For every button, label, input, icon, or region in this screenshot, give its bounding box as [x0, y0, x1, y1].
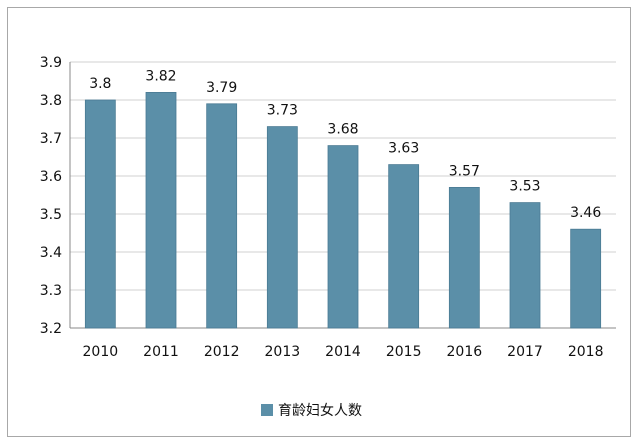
- legend: 育龄妇女人数: [261, 402, 362, 419]
- x-tick-label: 2016: [447, 344, 483, 360]
- data-label: 3.82: [145, 68, 176, 84]
- x-tick-label: 2011: [143, 344, 179, 360]
- bar: [570, 228, 602, 329]
- bar: [206, 103, 238, 329]
- y-tick-label: 3.5: [40, 207, 62, 223]
- y-tick-label: 3.9: [40, 55, 62, 71]
- bar: [145, 92, 177, 329]
- data-label: 3.79: [206, 80, 237, 96]
- legend-label: 育龄妇女人数: [278, 402, 362, 419]
- chart-frame: 3.8 3.82 3.79 3.73 3.68 3.63 3.57 3.53 3.46 3.2 3…: [7, 7, 631, 437]
- bars: [84, 92, 602, 329]
- x-tick-label: 2010: [83, 344, 119, 360]
- bar: [388, 164, 420, 329]
- y-tick-label: 3.3: [40, 283, 62, 299]
- data-label: 3.8: [89, 76, 111, 92]
- x-tick-label: 2017: [507, 344, 543, 360]
- y-tick-labels: 3.2 3.3 3.4 3.5 3.6 3.7 3.8 3.9: [40, 55, 62, 337]
- x-tick-label: 2012: [204, 344, 240, 360]
- bar-chart: 3.8 3.823.793.733.683.633.573.533.46 3.23…: [40, 55, 616, 419]
- legend-swatch: [261, 404, 273, 416]
- y-tick-label: 3.8: [40, 93, 62, 109]
- data-label: 3.63: [388, 141, 419, 157]
- y-tick-label: 3.6: [40, 169, 62, 185]
- data-label: 3.57: [449, 163, 480, 179]
- x-tick-label: 2015: [386, 344, 422, 360]
- y-tick-label: 3.2: [40, 321, 62, 337]
- bar: [327, 145, 359, 329]
- x-tick-label: 2014: [325, 344, 361, 360]
- y-tick-label: 3.7: [40, 131, 62, 147]
- data-label: 3.53: [509, 179, 540, 195]
- bar: [509, 202, 541, 329]
- x-tick-label: 2013: [265, 344, 301, 360]
- bar: [84, 99, 116, 329]
- data-labels: 3.8 3.82 3.79 3.73 3.68 3.63 3.57 3.53 3.46: [89, 68, 601, 221]
- y-tick-label: 3.4: [40, 245, 62, 261]
- bar: [448, 186, 480, 329]
- data-label: 3.73: [267, 103, 298, 119]
- x-tick-label: 2018: [568, 344, 604, 360]
- x-tick-labels: 2010 2011 2012 2013 2014 2015 2016 2017 2018: [83, 344, 604, 360]
- data-label: 3.68: [327, 122, 358, 138]
- bar: [266, 126, 298, 329]
- data-label: 3.46: [570, 205, 601, 221]
